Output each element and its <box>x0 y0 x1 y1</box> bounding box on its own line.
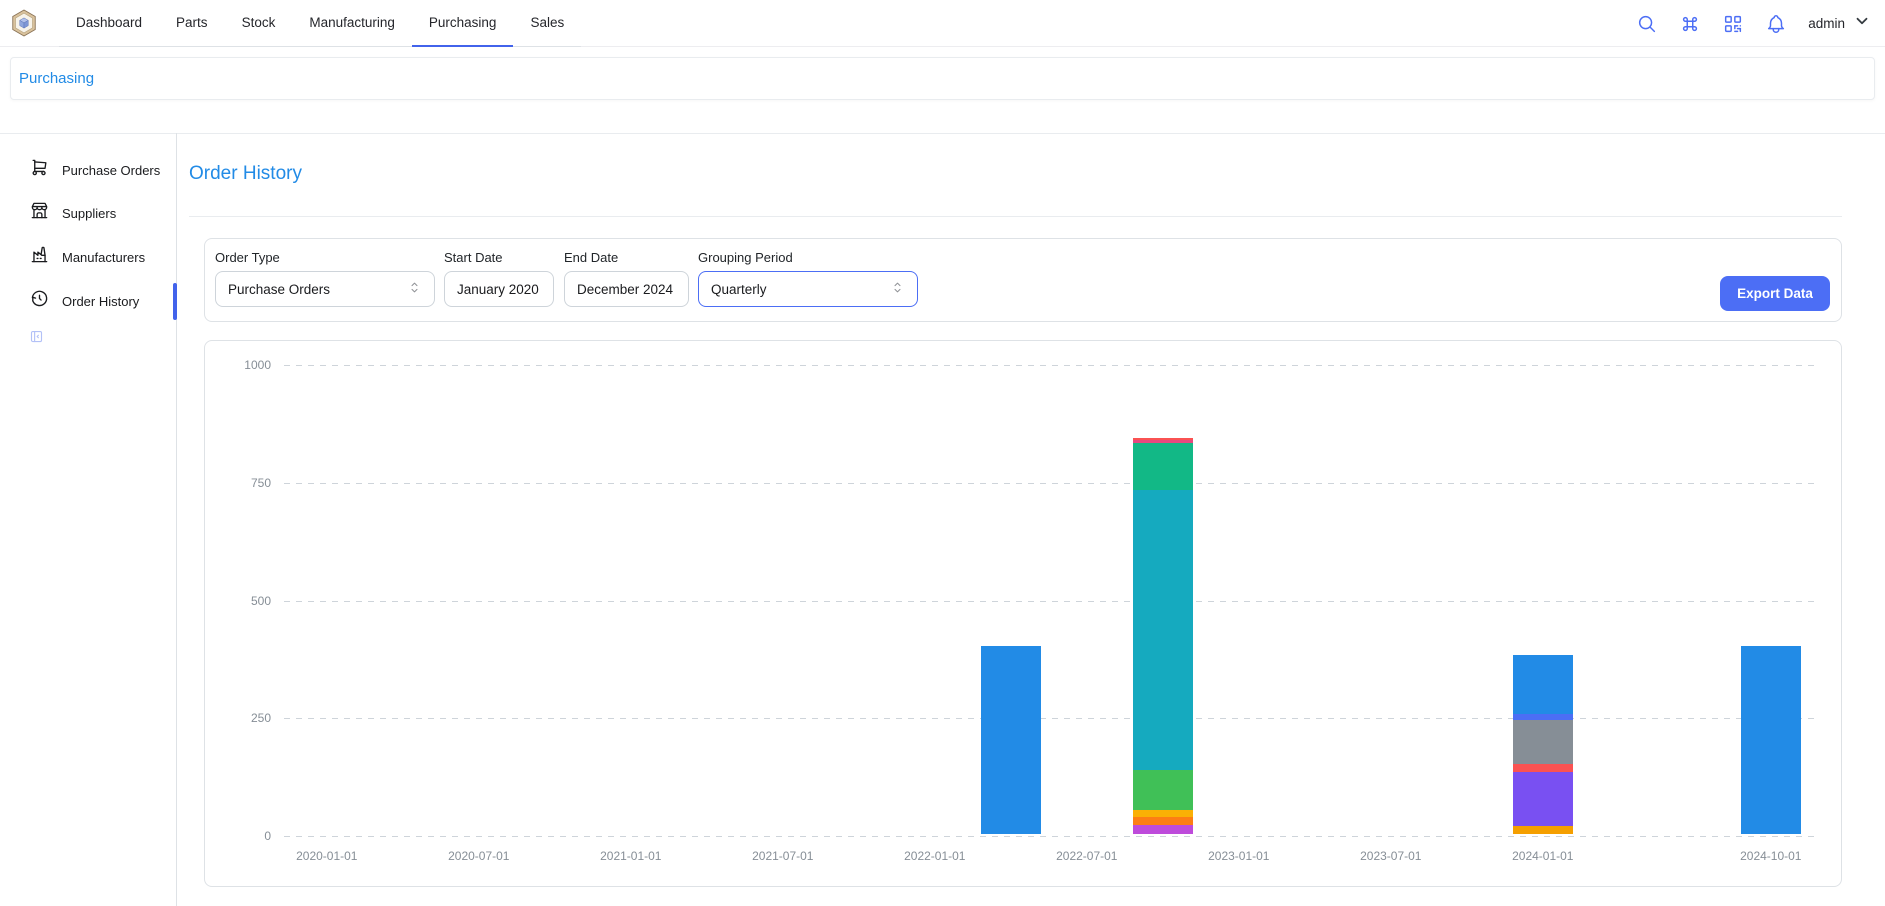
order-type-select[interactable]: Purchase Orders <box>215 271 435 307</box>
bar-segment <box>1513 826 1573 834</box>
user-menu[interactable]: admin <box>1808 12 1871 35</box>
page-title: Order History <box>189 163 302 185</box>
y-axis-tick-label: 0 <box>205 829 271 843</box>
start-date-input[interactable]: January 2020 <box>444 271 554 307</box>
start-date-field: Start Date January 2020 <box>444 250 554 307</box>
bar-segment <box>1133 770 1193 810</box>
sidebar-item-manufacturers[interactable]: Manufacturers <box>0 239 176 275</box>
gridline-y-750 <box>284 483 1818 484</box>
x-axis-tick-label: 2023-07-01 <box>1360 849 1421 863</box>
header-actions: admin <box>1636 0 1871 47</box>
gridline-y-1000 <box>284 365 1818 366</box>
panel-divider <box>0 133 1885 134</box>
y-axis-tick-label: 250 <box>205 711 271 725</box>
selector-icon <box>407 280 422 298</box>
y-axis-tick-label: 500 <box>205 594 271 608</box>
end-date-input[interactable]: December 2024 <box>564 271 689 307</box>
x-axis-tick-label: 2021-07-01 <box>752 849 813 863</box>
main-nav-tabs: DashboardPartsStockManufacturingPurchasi… <box>59 0 581 47</box>
x-axis-tick-label: 2024-01-01 <box>1512 849 1573 863</box>
x-axis-tick-label: 2020-01-01 <box>296 849 357 863</box>
selector-icon <box>890 280 905 298</box>
gridline-y-0 <box>284 836 1818 837</box>
bar-segment <box>981 646 1041 834</box>
shopping-cart-icon <box>30 158 49 182</box>
gridline-y-250 <box>284 718 1818 719</box>
stacked-bar-2022-10-01[interactable] <box>1133 438 1193 834</box>
end-date-label: End Date <box>564 250 689 265</box>
bar-segment <box>1133 490 1193 770</box>
breadcrumb: Purchasing <box>10 57 1875 100</box>
stacked-bar-2024-01-01[interactable] <box>1513 655 1573 834</box>
gridline-y-500 <box>284 601 1818 602</box>
grouping-period-value: Quarterly <box>711 282 890 297</box>
stacked-bar-2024-10-01[interactable] <box>1741 646 1801 834</box>
sidebar-item-order-history[interactable]: Order History <box>0 283 176 319</box>
top-navbar: DashboardPartsStockManufacturingPurchasi… <box>0 0 1885 47</box>
sidebar-item-label: Order History <box>62 294 139 309</box>
start-date-label: Start Date <box>444 250 554 265</box>
bar-segment <box>1513 772 1573 826</box>
sidebar-item-label: Purchase Orders <box>62 163 160 178</box>
stacked-bar-2022-04-01[interactable] <box>981 646 1041 834</box>
title-divider <box>189 216 1842 217</box>
history-icon <box>30 289 49 313</box>
sidebar-item-label: Manufacturers <box>62 250 145 265</box>
nav-tab-stock[interactable]: Stock <box>225 0 293 47</box>
grouping-period-label: Grouping Period <box>698 250 918 265</box>
x-axis-tick-label: 2021-01-01 <box>600 849 661 863</box>
x-axis-tick-label: 2022-07-01 <box>1056 849 1117 863</box>
sidebar-item-suppliers[interactable]: Suppliers <box>0 195 176 231</box>
nav-tab-manufacturing[interactable]: Manufacturing <box>292 0 412 47</box>
nav-tab-purchasing[interactable]: Purchasing <box>412 0 514 47</box>
search-icon[interactable] <box>1636 13 1658 35</box>
sidebar-collapse-icon[interactable] <box>29 329 44 344</box>
bar-segment <box>1133 443 1193 490</box>
sidebar-active-indicator <box>173 283 177 320</box>
nav-tab-dashboard[interactable]: Dashboard <box>59 0 159 47</box>
qrcode-icon[interactable] <box>1722 13 1744 35</box>
breadcrumb-link-purchasing[interactable]: Purchasing <box>19 70 94 87</box>
bar-segment <box>1513 720 1573 765</box>
sidebar-item-label: Suppliers <box>62 206 116 221</box>
x-axis-tick-label: 2022-01-01 <box>904 849 965 863</box>
bar-segment <box>1133 825 1193 834</box>
username-label: admin <box>1808 16 1845 31</box>
bar-segment <box>1513 764 1573 772</box>
nav-tab-parts[interactable]: Parts <box>159 0 225 47</box>
chevron-down-icon[interactable] <box>1853 12 1871 35</box>
sidebar-item-purchase-orders[interactable]: Purchase Orders <box>0 152 176 188</box>
app-logo-icon[interactable] <box>9 8 39 38</box>
y-axis-tick-label: 750 <box>205 476 271 490</box>
bar-segment <box>1133 817 1193 825</box>
order-type-value: Purchase Orders <box>228 282 407 297</box>
order-history-chart: 0 250 500 750 1000 2020-01-01 2020-07-01 2021-0… <box>204 340 1842 887</box>
command-icon[interactable] <box>1679 13 1701 35</box>
end-date-field: End Date December 2024 <box>564 250 689 307</box>
start-date-value: January 2020 <box>457 282 541 297</box>
x-axis-tick-label: 2023-01-01 <box>1208 849 1269 863</box>
end-date-value: December 2024 <box>577 282 676 297</box>
sidebar-divider <box>176 133 177 906</box>
building-store-icon <box>30 201 49 225</box>
bar-segment <box>1513 655 1573 713</box>
bar-segment <box>1741 646 1801 834</box>
nav-tab-sales[interactable]: Sales <box>513 0 581 47</box>
filter-panel: Order Type Purchase Orders Start Date Ja… <box>204 238 1842 322</box>
order-type-field: Order Type Purchase Orders <box>215 250 435 307</box>
export-data-button[interactable]: Export Data <box>1720 276 1830 311</box>
order-type-label: Order Type <box>215 250 435 265</box>
grouping-period-field: Grouping Period Quarterly <box>698 250 918 307</box>
bell-icon[interactable] <box>1765 13 1787 35</box>
x-axis-tick-label: 2020-07-01 <box>448 849 509 863</box>
grouping-period-select[interactable]: Quarterly <box>698 271 918 307</box>
x-axis-tick-label: 2024-10-01 <box>1740 849 1801 863</box>
building-factory-icon <box>30 245 49 269</box>
y-axis-tick-label: 1000 <box>205 358 271 372</box>
